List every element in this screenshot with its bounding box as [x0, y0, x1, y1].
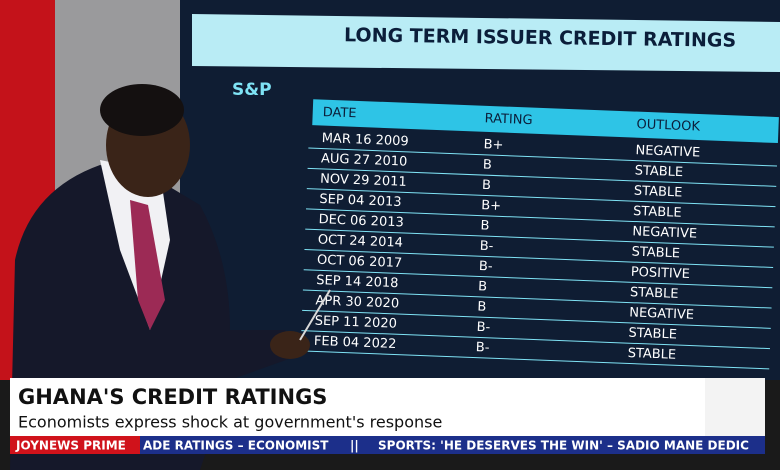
ticker-item: SPORTS: 'HE DESERVES THE WIN' – SADIO MA… [378, 439, 749, 453]
ticker-bar [10, 436, 765, 454]
ticker-label: JOYNEWS PRIME [15, 439, 126, 453]
table-cell: OCT 06 2017 [317, 253, 403, 271]
row-divider [307, 167, 777, 187]
hair [100, 84, 184, 136]
pointer [299, 289, 331, 341]
table-header-cell: DATE [322, 105, 356, 121]
table-cell: APR 30 2020 [315, 293, 399, 311]
lower-third [10, 378, 705, 436]
table-cell: AUG 27 2010 [321, 151, 408, 169]
table-cell: POSITIVE [631, 265, 691, 282]
table-cell: NEGATIVE [629, 305, 694, 322]
table-cell: B+ [483, 137, 503, 153]
screen-title: LONG TERM ISSUER CREDIT RATINGS [344, 24, 736, 51]
table-cell: B [483, 158, 492, 173]
table-cell: B- [476, 340, 490, 356]
hand [270, 331, 310, 359]
headline: GHANA'S CREDIT RATINGS [18, 385, 327, 409]
table-cell: B [482, 178, 491, 193]
tie [130, 200, 165, 330]
table-cell: STABLE [634, 163, 683, 180]
row-divider [308, 147, 778, 167]
ticker-item: ADE RATINGS – ECONOMIST [143, 439, 329, 453]
table-header-cell: RATING [484, 111, 533, 128]
subheadline: Economists express shock at government's… [18, 413, 442, 432]
table-cell: STABLE [630, 285, 679, 302]
table-cell: DEC 06 2013 [318, 212, 404, 230]
table-cell: FEB 04 2022 [314, 334, 397, 352]
table-cell: STABLE [627, 346, 676, 363]
agency-label: S&P [232, 80, 272, 100]
row-divider [301, 330, 771, 350]
table-header-cell: OUTLOOK [636, 117, 700, 134]
ticker-separator: || [350, 439, 359, 453]
table-cell: STABLE [634, 184, 683, 201]
row-divider [306, 208, 775, 228]
ratings-table: DATE RATING OUTLOOK MAR 16 2009 B+ NEGATIVE AU… [300, 99, 779, 370]
ticker-label-box [10, 436, 140, 454]
table-cell: SEP 11 2020 [314, 314, 397, 332]
table-cell: B [478, 279, 487, 294]
table-cell: B [477, 300, 486, 315]
row-divider [304, 248, 774, 268]
table-cell: STABLE [633, 204, 682, 221]
table-cell: NEGATIVE [632, 224, 697, 241]
row-divider [302, 309, 771, 329]
logo-box [705, 378, 765, 436]
table-cell: MAR 16 2009 [321, 131, 409, 149]
table-cell: OCT 24 2014 [318, 232, 404, 250]
table-cell: NEGATIVE [635, 143, 700, 160]
table-header-bar [312, 99, 779, 144]
title-bar [192, 14, 780, 72]
row-divider [306, 188, 776, 208]
row-divider [300, 350, 770, 370]
row-divider [302, 289, 772, 309]
row-divider [305, 228, 774, 248]
table-cell: B- [479, 239, 493, 255]
table-cell: B- [476, 320, 490, 336]
table-cell: B- [479, 259, 493, 275]
row-divider [303, 269, 773, 289]
table-cell: STABLE [631, 245, 680, 262]
table-cell: SEP 14 2018 [316, 273, 399, 291]
table-cell: B [480, 218, 489, 233]
table-cell: SEP 04 2013 [319, 192, 402, 210]
table-cell: NOV 29 2011 [320, 172, 407, 190]
table-cell: B+ [481, 198, 501, 214]
table-cell: STABLE [628, 326, 677, 343]
